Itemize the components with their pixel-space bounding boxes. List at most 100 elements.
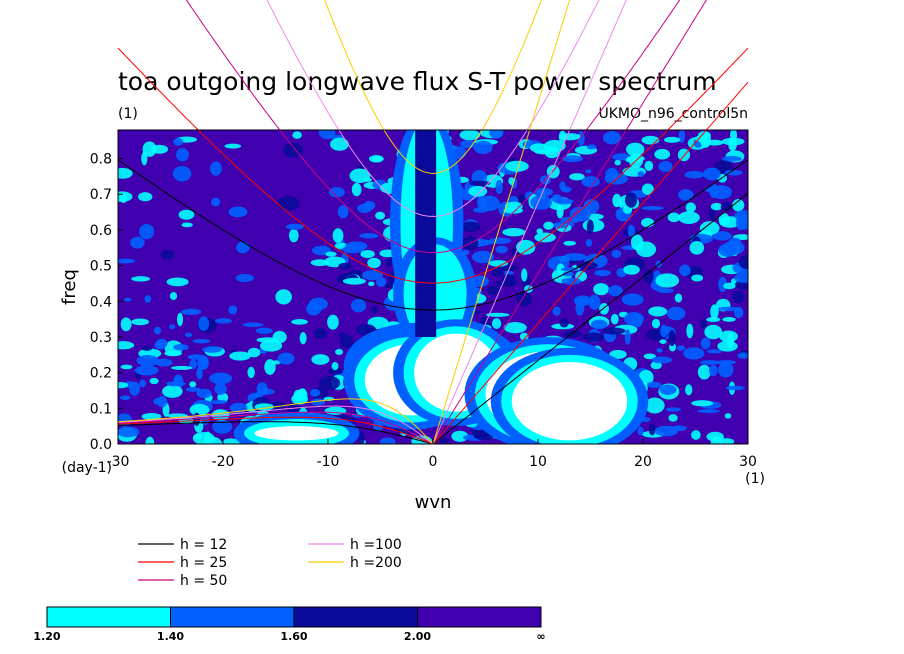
contour-patch: [137, 192, 153, 202]
contour-patch: [134, 365, 159, 376]
contour-patch: [141, 345, 153, 351]
contour-patch: [637, 171, 645, 178]
contour-patch: [734, 273, 748, 283]
contour-patch: [708, 206, 716, 221]
contour-patch: [503, 322, 527, 334]
plot-area: [117, 0, 749, 445]
contour-patch: [318, 375, 341, 390]
contour-patch: [184, 332, 193, 338]
contour-patch: [667, 212, 681, 223]
contour-patch: [328, 186, 345, 198]
x-tick-label: 0: [429, 454, 438, 470]
contour-patch: [534, 187, 553, 197]
contour-patch: [569, 173, 585, 181]
colorbar-cell: [417, 606, 542, 628]
contour-patch: [724, 413, 732, 419]
contour-patch: [224, 143, 242, 149]
contour-peak: [511, 362, 628, 441]
contour-patch: [530, 195, 552, 210]
contour-patch: [732, 199, 745, 212]
contour-patch: [459, 221, 481, 232]
colorbar-cell: [170, 606, 295, 628]
dispersion-curve-rossby-h12: [118, 421, 434, 444]
contour-patch: [582, 332, 604, 342]
contour-patch: [375, 277, 387, 287]
contour-patch: [724, 169, 743, 176]
contour-patch: [654, 425, 679, 437]
contour-patch: [641, 206, 664, 211]
contour-patch: [118, 426, 140, 438]
contour-patch: [327, 367, 343, 375]
contour-patch: [495, 179, 503, 195]
x-tick-label: -10: [317, 454, 340, 470]
contour-patch: [622, 205, 633, 214]
contour-patch: [609, 349, 627, 360]
contour-patch: [286, 223, 304, 230]
contour-patch: [338, 332, 346, 339]
contour-patch: [610, 313, 619, 325]
contour-patch: [192, 431, 215, 444]
contour-patch: [375, 211, 386, 220]
contour-patch: [478, 195, 500, 212]
contour-patch: [709, 183, 719, 198]
contour-patch: [359, 233, 379, 239]
contour-patch: [178, 209, 195, 220]
contour-patch: [385, 257, 393, 267]
contour-patch: [723, 282, 736, 290]
contour-patch: [624, 192, 638, 208]
contour-patch: [325, 251, 337, 257]
contour-patch: [189, 359, 197, 370]
contour-patch: [473, 207, 489, 213]
contour-patch: [247, 366, 255, 379]
contour-patch: [170, 365, 193, 370]
contour-patch: [489, 237, 512, 245]
contour-patch: [291, 319, 308, 325]
contour-patch: [141, 151, 148, 166]
contour-patch: [583, 199, 600, 214]
contour-patch: [247, 347, 261, 358]
contour-patch: [292, 131, 302, 139]
contour-patch: [468, 185, 488, 197]
contour-patch: [118, 167, 133, 179]
contour-patch: [313, 327, 327, 340]
contour-patch: [345, 241, 368, 251]
x-tick-label: 30: [739, 454, 757, 470]
contour-patch: [264, 359, 276, 375]
contour-patch: [561, 155, 584, 163]
legend-label: h = 50: [180, 573, 227, 589]
contour-patch: [272, 330, 287, 344]
chart-subtitle-left: (1): [118, 106, 138, 122]
contour-patch: [508, 177, 515, 185]
contour-patch: [643, 353, 656, 360]
contour-patch: [350, 298, 367, 313]
contour-patch: [689, 241, 705, 255]
contour-patch: [586, 219, 594, 234]
dispersion-curve-gravity-h200: [324, 0, 542, 174]
y-tick-label: 0.7: [90, 187, 112, 203]
curve-legend: h = 12 h = 25 h = 50 h =100 h =200: [138, 537, 402, 589]
contour-patch: [310, 388, 321, 397]
dispersion-curve-gravity-h100: [266, 0, 600, 217]
contour-patch: [722, 317, 736, 322]
contour-patch: [255, 327, 273, 334]
y-axis-unit: (day-1): [62, 460, 112, 476]
contour-patch: [144, 295, 152, 303]
contour-patch: [718, 362, 734, 378]
contour-patch: [299, 332, 307, 345]
contour-patch: [145, 436, 155, 444]
contour-patch: [608, 285, 623, 297]
legend-label: h =200: [350, 555, 402, 571]
contour-patch: [720, 201, 733, 212]
contour-patch: [277, 352, 295, 365]
contour-patch: [700, 360, 721, 365]
contour-patch: [543, 221, 554, 230]
contour-patch: [691, 400, 714, 407]
contour-patch: [644, 397, 665, 414]
contour-patch: [544, 146, 560, 159]
contour-patch: [700, 318, 707, 328]
x-tick-label: -20: [212, 454, 235, 470]
contour-patch: [192, 339, 211, 344]
contour-patch: [735, 215, 747, 231]
contour-patch: [259, 339, 283, 352]
contour-patch: [469, 180, 491, 186]
